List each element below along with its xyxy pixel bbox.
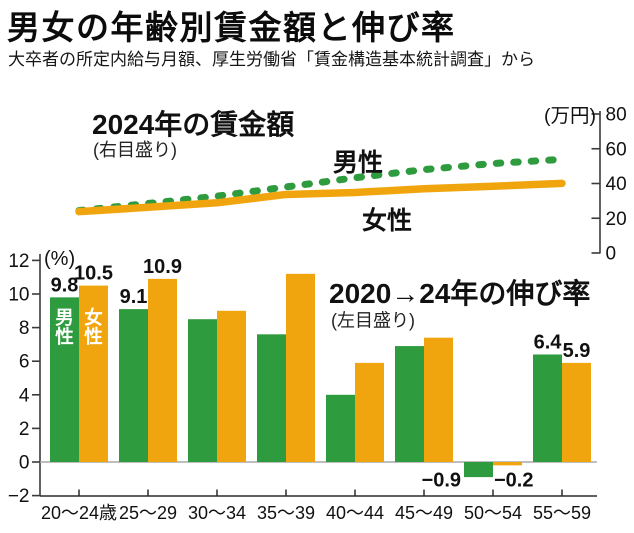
- bar-value-label: 10.5: [74, 263, 113, 285]
- bar-male-40〜44: [326, 394, 355, 462]
- left-y-axis-tick-label: 12: [8, 251, 29, 272]
- bar-male-20〜24歳: [50, 297, 79, 462]
- bar-male-50〜54: [464, 462, 493, 478]
- left-y-axis-unit-label: (%): [44, 248, 75, 270]
- left-y-axis-tick-label: 6: [19, 352, 30, 373]
- wage-line-female: [75, 179, 566, 216]
- bar-value-label: 6.4: [534, 331, 563, 353]
- category-label: 30〜34: [188, 503, 246, 523]
- left-y-axis-tick-label: 10: [8, 285, 29, 306]
- bar-female-30〜34: [217, 310, 246, 462]
- inbar-legend-female: 性: [84, 326, 103, 347]
- bar-value-label: 9.8: [51, 274, 79, 296]
- right-y-axis-tick-label: 80: [606, 105, 627, 126]
- bar-value-label: 9.1: [120, 286, 148, 308]
- bar-female-20〜24歳: [79, 285, 108, 462]
- bar-female-40〜44: [355, 362, 384, 462]
- inbar-legend-male: 男: [55, 307, 74, 328]
- bar-chart-subtitle: (左目盛り): [331, 311, 415, 331]
- inbar-legend-male: 性: [55, 326, 74, 347]
- page-title: 男女の年齢別賃金額と伸び率: [7, 9, 456, 46]
- left-y-axis-tick-label: 2: [19, 419, 30, 440]
- category-label: 20〜24歳: [41, 503, 117, 523]
- line-label-female: 女性: [362, 206, 412, 235]
- bar-male-25〜29: [119, 309, 148, 462]
- right-y-axis-tick-label: 20: [606, 209, 627, 230]
- page-subtitle: 大卒者の所定内給与月額、厚生労働省「賃金構造基本統計調査」から: [8, 50, 535, 69]
- bar-female-45〜49: [424, 337, 453, 462]
- category-label: 40〜44: [326, 503, 384, 523]
- right-y-axis-tick-label: 40: [606, 174, 627, 195]
- category-label: 35〜39: [257, 503, 315, 523]
- left-y-axis-tick-label: 0: [19, 453, 30, 474]
- left-y-axis-tick-label: 8: [19, 318, 30, 339]
- bar-value-label: −0.2: [494, 470, 533, 492]
- bar-male-45〜49: [395, 346, 424, 462]
- line-chart-title: 2024年の賃金額: [92, 108, 294, 140]
- bar-male-35〜39: [257, 334, 286, 462]
- line-label-male: 男性: [333, 149, 383, 177]
- bar-value-label: 10.9: [143, 256, 182, 278]
- bar-value-label: 5.9: [563, 340, 591, 362]
- category-label: 50〜54: [464, 503, 522, 523]
- category-label: 25〜29: [119, 503, 177, 523]
- category-label: 45〜49: [395, 503, 453, 523]
- wage-line-male: [75, 155, 566, 215]
- right-y-axis-tick-label: 0: [606, 244, 617, 265]
- line-chart-subtitle: (右目盛り): [93, 140, 177, 160]
- bar-female-50〜54: [493, 462, 522, 466]
- bar-female-25〜29: [148, 278, 177, 462]
- bar-value-label: −0.9: [422, 470, 461, 492]
- right-y-axis-tick-label: 60: [606, 139, 627, 160]
- left-y-axis-tick-label: −2: [8, 486, 30, 507]
- inbar-legend-female: 女: [84, 307, 103, 328]
- right-y-axis-unit-label: (万円): [544, 105, 596, 127]
- left-y-axis-tick-label: 4: [19, 385, 30, 406]
- bar-female-55〜59: [562, 362, 591, 462]
- bar-chart-title: 2020→24年の伸び率: [329, 277, 590, 309]
- bar-male-30〜34: [188, 319, 217, 462]
- bar-female-35〜39: [286, 273, 315, 462]
- bar-male-55〜59: [533, 354, 562, 462]
- category-label: 55〜59: [533, 503, 591, 523]
